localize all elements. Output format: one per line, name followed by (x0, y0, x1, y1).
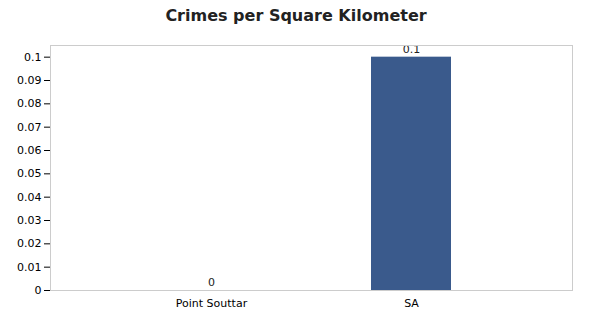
svg-text:0: 0 (35, 284, 42, 297)
svg-text:0.07: 0.07 (17, 121, 42, 134)
svg-text:0.09: 0.09 (17, 74, 42, 87)
html-text:Crimes per Square Kilometer: Crimes per Square Kilometer (165, 6, 427, 25)
svg-text:Point Souttar: Point Souttar (176, 297, 248, 310)
svg-text:0.1: 0.1 (24, 51, 42, 64)
svg-text:0.01: 0.01 (17, 261, 42, 274)
svg-text:0.02: 0.02 (17, 237, 42, 250)
svg-text:0: 0 (208, 276, 215, 289)
svg-text:0.06: 0.06 (17, 144, 42, 157)
svg-text:0.03: 0.03 (17, 214, 42, 227)
svg-text:0.08: 0.08 (17, 97, 42, 110)
svg-text:0.05: 0.05 (17, 167, 42, 180)
svg-text:0.1: 0.1 (403, 43, 421, 56)
svg-text:0.04: 0.04 (17, 191, 42, 204)
svg-text:SA: SA (404, 297, 419, 310)
